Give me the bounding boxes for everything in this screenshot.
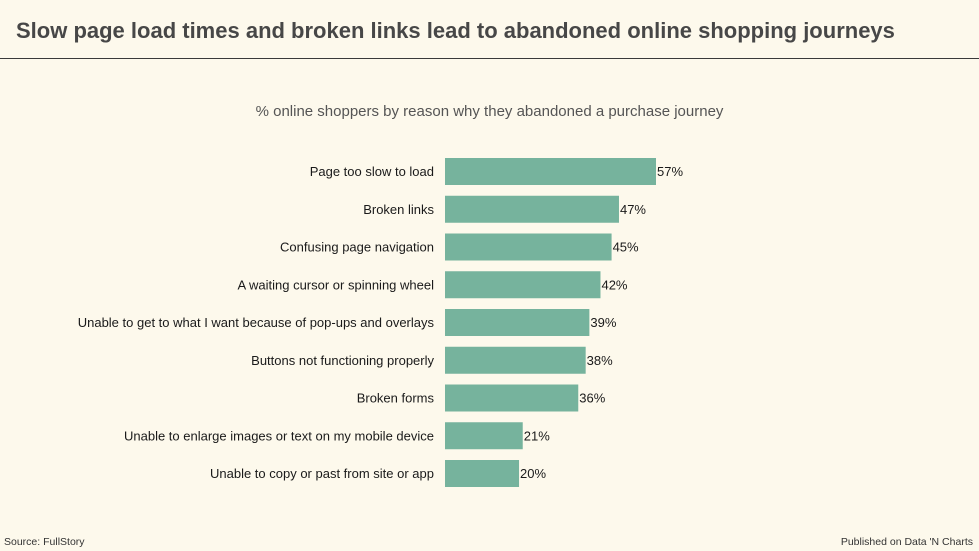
value-label: 45% [613,240,639,255]
category-label: Buttons not functioning properly [251,353,434,368]
bar [445,233,612,261]
category-label: Page too slow to load [310,164,434,179]
value-label: 38% [587,353,613,368]
category-label: A waiting cursor or spinning wheel [237,277,434,292]
bar [445,384,579,412]
category-label: Unable to get to what I want because of … [78,315,435,330]
bar [445,158,656,185]
category-label: Unable to enlarge images or text on my m… [124,428,434,443]
bar [445,460,520,487]
bar [445,309,590,336]
value-label: 21% [524,428,550,443]
value-label: 39% [590,315,616,330]
category-label: Broken forms [357,391,435,406]
value-label: 20% [520,466,546,481]
published-note: Published on Data 'N Charts [840,536,973,548]
title-divider [0,58,979,59]
value-label: 57% [657,164,683,179]
value-label: 42% [601,277,627,292]
source-note: Source: FullStory [4,536,85,548]
chart-title: Slow page load times and broken links le… [16,18,895,43]
bar [445,346,586,374]
value-label: 47% [620,202,646,217]
bar [445,422,523,450]
value-label: 36% [579,391,605,406]
bar-chart: Page too slow to load 57% Broken links 47% C… [78,158,683,487]
category-label: Unable to copy or past from site or app [210,466,434,481]
bar [445,271,601,299]
bar [445,195,619,223]
category-label: Broken links [363,202,434,217]
category-label: Confusing page navigation [280,240,434,255]
chart-subtitle: % online shoppers by reason why they aba… [255,103,724,120]
